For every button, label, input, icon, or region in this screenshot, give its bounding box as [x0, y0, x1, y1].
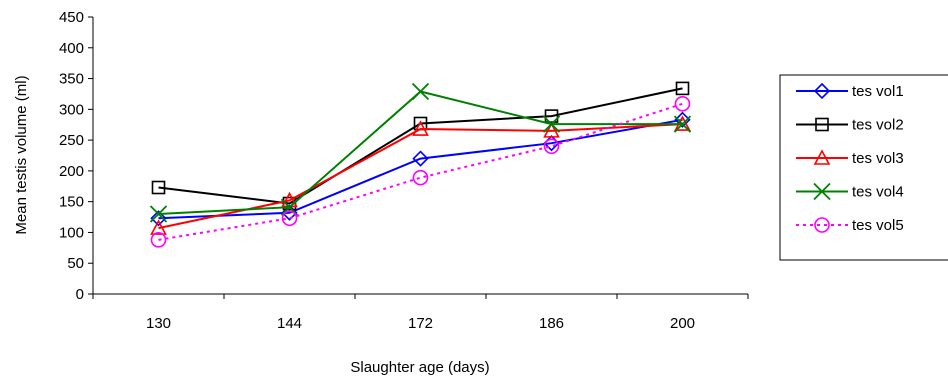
data-point-tes-vol3 — [543, 122, 560, 138]
series-tes-vol5 — [150, 95, 691, 248]
marker-stroke — [813, 182, 831, 201]
y-tick-label: 450 — [59, 9, 84, 26]
legend-marker — [814, 217, 830, 233]
series-line-tes-vol5 — [158, 102, 683, 241]
marker-stroke — [411, 82, 430, 101]
data-point-tes-vol2 — [675, 81, 690, 96]
series-layer — [149, 81, 692, 248]
y-tick-label: 0 — [76, 286, 84, 303]
legend-item-tes-vol1: tes vol1 — [796, 82, 904, 100]
marker-stroke — [542, 115, 561, 133]
x-tick-label: 144 — [277, 315, 302, 332]
axes: 0 50 100 150 200 250 300 350 400 450 130 144 172 186 2… — [59, 9, 749, 332]
x-tick-label: 130 — [146, 315, 171, 332]
data-point-tes-vol5 — [412, 169, 429, 186]
y-tick-label: 400 — [59, 40, 84, 57]
series-tes-vol2 — [151, 81, 690, 211]
legend-item-tes-vol4: tes vol4 — [796, 182, 904, 201]
legend-label: tes vol1 — [852, 83, 904, 100]
data-point-tes-vol5 — [281, 210, 298, 227]
y-tick-label: 100 — [59, 224, 84, 241]
series-line-tes-vol3 — [158, 123, 683, 230]
legend-item-tes-vol5: tes vol5 — [796, 217, 904, 234]
y-tick-label: 200 — [59, 163, 84, 180]
legend-label: tes vol3 — [852, 150, 904, 167]
data-point-tes-vol5 — [150, 232, 167, 248]
y-tick-label: 300 — [59, 101, 84, 118]
data-point-tes-vol3 — [412, 120, 429, 136]
data-point-tes-vol1 — [674, 111, 691, 128]
data-point-tes-vol4 — [280, 198, 299, 216]
data-point-tes-vol4 — [411, 82, 430, 101]
data-point-tes-vol2 — [544, 109, 559, 123]
legend-marker — [813, 82, 831, 100]
legend-marker — [813, 149, 831, 165]
legend-box — [779, 74, 948, 261]
marker-stroke — [673, 115, 692, 133]
data-point-tes-vol4 — [542, 115, 561, 133]
data-point-tes-vol5 — [543, 138, 560, 155]
series-tes-vol4 — [149, 82, 692, 223]
series-line-tes-vol2 — [158, 87, 683, 205]
legend-marker — [815, 117, 829, 132]
series-line-tes-vol4 — [158, 90, 683, 215]
x-tick-label: 200 — [670, 315, 695, 332]
data-point-tes-vol1 — [281, 204, 298, 221]
x-tick-label: 186 — [539, 315, 564, 332]
legend: tes vol1 tes vol2 tes vol3 tes vol4 tes vol5 — [779, 74, 948, 261]
data-point-tes-vol1 — [150, 210, 167, 227]
y-axis-label: Mean testis volume (ml) — [13, 75, 30, 234]
legend-item-tes-vol2: tes vol2 — [796, 117, 904, 134]
data-point-tes-vol2 — [151, 180, 166, 195]
data-point-tes-vol3 — [150, 219, 167, 235]
series-line-tes-vol1 — [158, 118, 683, 220]
y-tick-label: 250 — [59, 132, 84, 149]
legend-marker — [813, 182, 831, 201]
legend-item-tes-vol3: tes vol3 — [796, 149, 904, 167]
series-tes-vol3 — [150, 115, 691, 235]
legend-label: tes vol2 — [852, 117, 904, 134]
data-point-tes-vol4 — [149, 205, 168, 223]
y-tick-label: 350 — [59, 71, 84, 88]
data-point-tes-vol1 — [412, 150, 429, 167]
x-tick-label: 172 — [408, 315, 433, 332]
marker-stroke — [280, 198, 299, 216]
legend-label: tes vol5 — [852, 217, 904, 234]
legend-label: tes vol4 — [852, 184, 904, 201]
x-axis-label: Slaughter age (days) — [350, 359, 489, 376]
y-tick-label: 50 — [67, 255, 84, 272]
y-tick-label: 150 — [59, 194, 84, 211]
data-point-tes-vol5 — [674, 95, 691, 112]
marker-stroke — [149, 205, 168, 223]
data-point-tes-vol4 — [673, 115, 692, 133]
